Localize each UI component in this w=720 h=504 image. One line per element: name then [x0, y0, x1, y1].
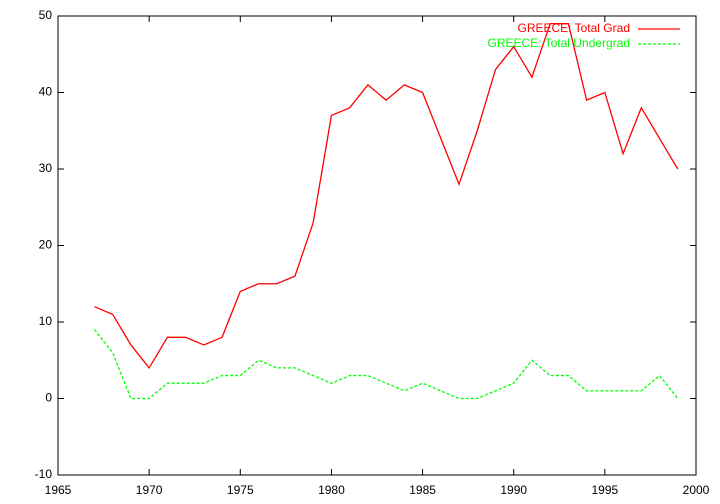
y-tick-label: 10: [39, 314, 53, 328]
y-tick-label: 20: [39, 238, 53, 252]
plot-frame: [57, 15, 697, 476]
x-tick-label: 1970: [136, 483, 163, 497]
x-tick-label: 1990: [500, 483, 527, 497]
series-line: [94, 23, 679, 370]
legend-label: GREECE: Total Grad: [518, 21, 631, 35]
x-tick-label: 1980: [318, 483, 345, 497]
y-tick-label: 0: [45, 391, 52, 405]
x-tick-label: 1975: [227, 483, 254, 497]
y-tick-label: 40: [39, 85, 53, 99]
x-tick-label: 1985: [409, 483, 436, 497]
series-line: [93, 329, 679, 400]
x-tick-label: 1995: [592, 483, 619, 497]
y-tick-label: 30: [39, 161, 53, 175]
y-tick-label: -10: [35, 467, 53, 481]
x-tick-label: 2000: [683, 483, 710, 497]
y-tick-label: 50: [39, 8, 53, 22]
legend-label: GREECE: Total Undergrad: [487, 36, 630, 50]
x-tick-label: 1965: [45, 483, 72, 497]
